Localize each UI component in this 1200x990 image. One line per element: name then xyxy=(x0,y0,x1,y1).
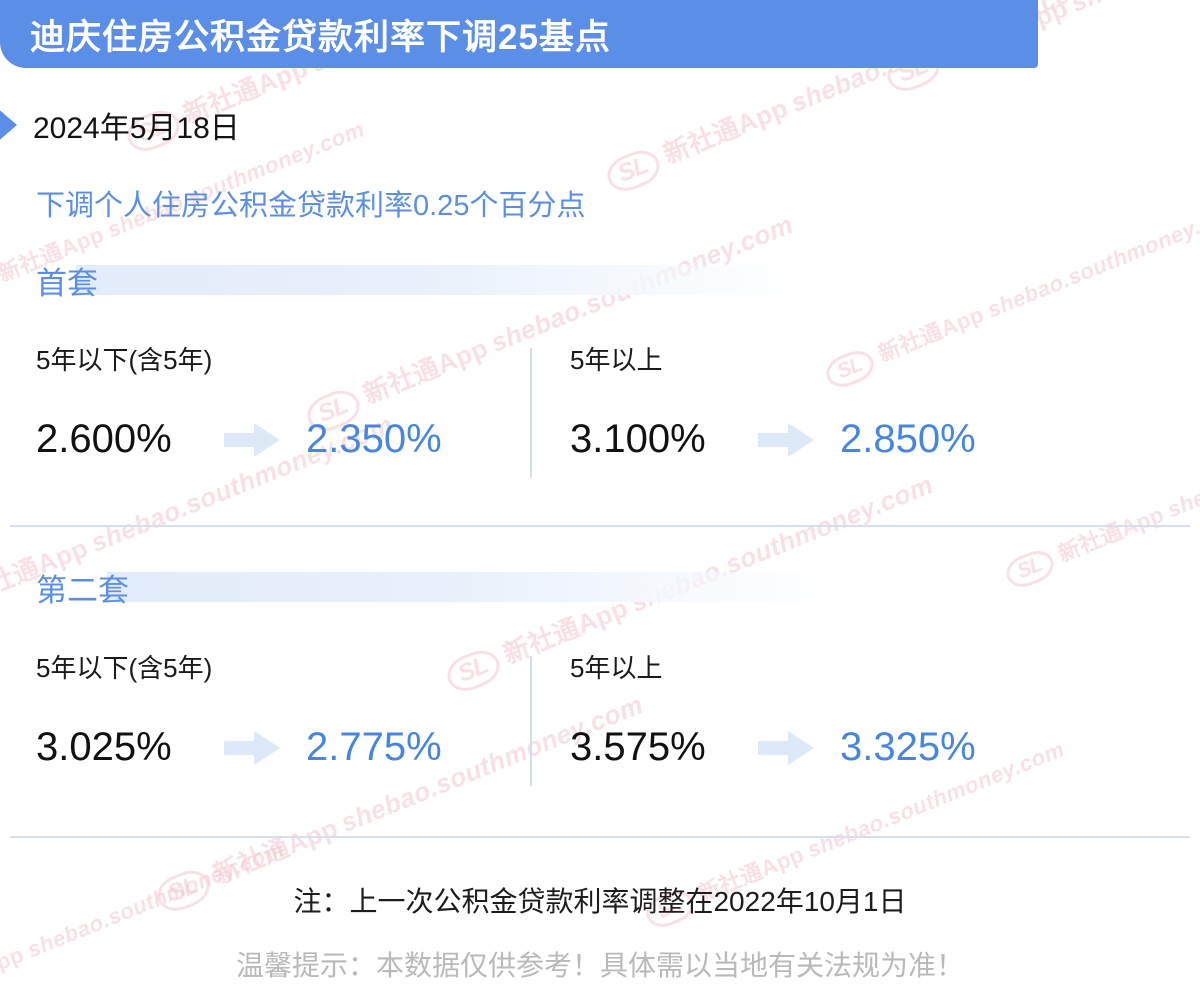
rate-values: 3.025% 2.775% xyxy=(36,725,442,770)
arrow-right-icon xyxy=(758,730,814,765)
arrow-right-icon xyxy=(758,422,814,457)
old-rate: 3.025% xyxy=(36,725,172,769)
rate-values: 3.575% 3.325% xyxy=(570,725,976,770)
old-rate: 2.600% xyxy=(36,417,172,461)
watermark: SL新社通Appshebao.southmoney.com xyxy=(1000,392,1200,593)
section-band xyxy=(76,265,811,295)
new-rate: 2.350% xyxy=(306,417,442,461)
rate-values: 3.100% 2.850% xyxy=(570,417,976,462)
rate-values: 2.600% 2.350% xyxy=(36,417,442,462)
watermark-brand-en: shebao.southmoney.com xyxy=(1163,396,1200,523)
watermark-logo: SL xyxy=(601,144,665,198)
arrow-right-icon xyxy=(224,422,280,457)
watermark-brand-en: shebao.southmoney.com xyxy=(1066,0,1200,18)
term-label: 5年以下(含5年) xyxy=(36,345,213,375)
section-divider xyxy=(10,525,1190,527)
section-label: 第二套 xyxy=(36,572,129,608)
column-divider xyxy=(530,656,532,786)
term-label: 5年以下(含5年) xyxy=(36,653,213,683)
footer-divider xyxy=(10,836,1190,838)
term-label: 5年以上 xyxy=(570,345,663,375)
watermark-logo: SL xyxy=(441,644,505,698)
rate-column-over-5y: 5年以上 3.575% 3.325% xyxy=(570,648,976,770)
effective-date: 2024年5月18日 xyxy=(33,112,240,145)
section-header-second-home: 第二套 xyxy=(36,565,1166,609)
watermark-brand-cn: 新社通App xyxy=(208,812,343,890)
watermark-brand-cn: 新社通App xyxy=(658,92,793,170)
footer-tip: 温馨提示：本数据仅供参考！具体需以当地有关法规为准！ xyxy=(235,950,964,981)
subtitle: 下调个人住房公积金贷款利率0.25个百分点 xyxy=(36,190,586,222)
watermark-brand-cn: 新社通App xyxy=(1054,501,1168,567)
column-divider xyxy=(530,348,532,478)
section-band xyxy=(107,572,842,602)
arrow-right-icon xyxy=(224,730,280,765)
term-label: 5年以上 xyxy=(570,653,663,683)
rate-column-under-5y: 5年以下(含5年) 2.600% 2.350% xyxy=(36,340,442,462)
rate-column-under-5y: 5年以下(含5年) 3.025% 2.775% xyxy=(36,648,442,770)
section-label: 首套 xyxy=(36,265,98,301)
header-banner: 迪庆住房公积金贷款利率下调25基点 xyxy=(0,0,1038,68)
new-rate: 3.325% xyxy=(840,725,976,769)
page-title: 迪庆住房公积金贷款利率下调25基点 xyxy=(30,17,611,57)
triangle-right-icon xyxy=(0,106,17,144)
rate-column-over-5y: 5年以上 3.100% 2.850% xyxy=(570,340,976,462)
new-rate: 2.850% xyxy=(840,417,976,461)
old-rate: 3.575% xyxy=(570,725,706,769)
date-row: 2024年5月18日 xyxy=(0,103,240,147)
old-rate: 3.100% xyxy=(570,417,706,461)
new-rate: 2.775% xyxy=(306,725,442,769)
footer-note: 注：上一次公积金贷款利率调整在2022年10月1日 xyxy=(293,886,907,917)
section-header-first-home: 首套 xyxy=(36,258,1166,302)
